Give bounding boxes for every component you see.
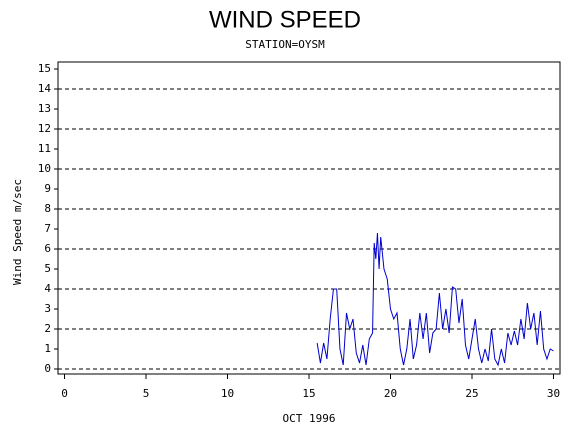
y-tick-label: 13 (38, 102, 51, 115)
plot-frame (57, 61, 561, 375)
x-tick-label: 10 (221, 387, 234, 400)
y-tick-label: 15 (38, 62, 51, 75)
chart-title: WIND SPEED (209, 6, 361, 33)
y-tick-label: 1 (44, 342, 51, 355)
y-tick-label: 5 (44, 262, 51, 275)
y-tick-label: 7 (44, 222, 51, 235)
x-tick-label: 0 (61, 387, 68, 400)
y-tick-label: 2 (44, 322, 51, 335)
y-tick-label: 12 (38, 122, 51, 135)
y-axis-label: Wind Speed m/sec (11, 179, 24, 285)
y-tick-label: 4 (44, 282, 51, 295)
data-line (316, 232, 554, 367)
x-tick-label: 5 (143, 387, 150, 400)
y-tick-label: 10 (38, 162, 51, 175)
y-tick-label: 14 (38, 82, 52, 95)
x-tick-label: 30 (547, 387, 560, 400)
y-tick-label: 8 (44, 202, 51, 215)
x-tick-label: 20 (384, 387, 397, 400)
y-tick-label: 11 (38, 142, 51, 155)
y-tick-label: 0 (44, 362, 51, 375)
x-tick-label: 15 (302, 387, 315, 400)
y-tick-label: 3 (44, 302, 51, 315)
chart-subtitle: STATION=OYSM (245, 38, 325, 51)
x-axis-label: OCT 1996 (283, 412, 336, 425)
y-tick-label: 6 (44, 242, 51, 255)
y-tick-label: 9 (44, 182, 51, 195)
x-tick-label: 25 (465, 387, 478, 400)
